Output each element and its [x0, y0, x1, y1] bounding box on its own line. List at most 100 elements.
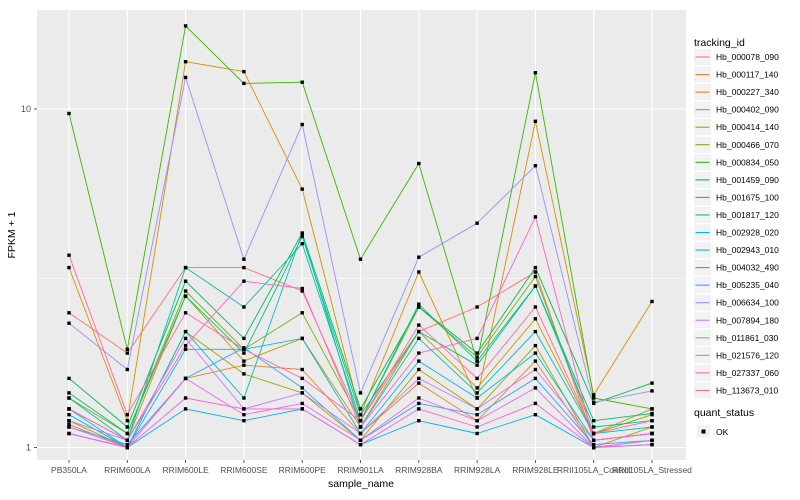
data-point [183, 407, 188, 411]
data-point [300, 391, 304, 395]
legend-label: Hb_011861_030 [716, 333, 779, 343]
legend-label: Hb_000402_090 [716, 105, 779, 115]
data-point [533, 270, 538, 274]
data-point [300, 336, 304, 341]
legend-label: Hb_001459_090 [716, 175, 779, 185]
legend: tracking_id Hb_000078_090 Hb_000117_140 Hb… [694, 37, 779, 438]
data-point [183, 279, 188, 283]
data-point [417, 351, 421, 355]
data-point [300, 407, 304, 411]
x-tick-label: RRIM600LE [162, 465, 209, 475]
data-point [533, 119, 538, 123]
data-point [358, 391, 363, 395]
data-point [650, 407, 654, 411]
data-point [592, 393, 596, 397]
data-point [358, 431, 363, 436]
legend-label: Hb_007894_180 [716, 315, 779, 325]
data-point [533, 376, 538, 381]
data-point [242, 279, 246, 283]
x-tick-label: RRIM928LE [512, 465, 559, 475]
data-point [183, 265, 188, 270]
data-point [67, 396, 71, 400]
data-point [300, 386, 304, 390]
data-point [650, 381, 654, 385]
data-point [300, 231, 304, 235]
data-point [533, 386, 538, 390]
data-point [358, 425, 363, 429]
data-point [183, 376, 188, 381]
data-point [183, 347, 188, 351]
data-point [417, 367, 421, 372]
data-point [417, 329, 421, 334]
data-point [533, 215, 538, 219]
axes: 10 1 PB350LA RRIM600LA RRIM600LE RRIM600SE RRI… [21, 104, 692, 475]
data-point [67, 422, 71, 427]
data-point [533, 305, 538, 309]
legend-title: tracking_id [694, 37, 745, 49]
data-point [242, 413, 246, 417]
x-tick-label: PB350LA [51, 465, 87, 475]
data-point [533, 359, 538, 363]
data-point [300, 187, 304, 191]
data-point [533, 351, 538, 355]
data-point [417, 381, 421, 385]
data-point [183, 343, 188, 348]
data-point [417, 323, 421, 327]
data-point [592, 400, 596, 404]
data-point [475, 355, 479, 359]
legend-label: Hb_006634_100 [716, 298, 779, 308]
data-point [475, 305, 479, 309]
data-point [242, 351, 246, 355]
data-point [475, 407, 479, 411]
data-point [183, 311, 188, 315]
data-point [475, 376, 479, 381]
legend-label: Hb_002928_020 [716, 228, 779, 238]
x-tick-label: RRIM928LA [454, 465, 501, 475]
data-point [417, 255, 421, 259]
data-point [650, 411, 654, 416]
data-point [125, 442, 129, 447]
data-point [67, 311, 71, 315]
data-point [242, 265, 246, 270]
data-point [475, 386, 479, 390]
legend-label: Hb_000117_140 [716, 70, 779, 80]
data-point [125, 351, 129, 355]
data-point [650, 431, 654, 436]
data-point [300, 376, 304, 381]
x-tick-label: RRIM600SE [220, 465, 268, 475]
data-point [242, 69, 246, 74]
data-point [300, 286, 304, 291]
x-tick-label: RRII105LA_Control [557, 465, 631, 475]
data-point [475, 396, 479, 400]
data-point [358, 257, 363, 261]
legend-label: Hb_001675_100 [716, 192, 779, 202]
data-point [242, 347, 246, 351]
legend-label: Hb_000078_090 [716, 52, 779, 62]
data-point [242, 359, 246, 363]
data-point [67, 321, 71, 325]
data-point [358, 438, 363, 442]
data-point [242, 81, 246, 86]
data-point [67, 253, 71, 257]
data-point [242, 372, 246, 376]
x-tick-label: RRIM928BA [395, 465, 443, 475]
quant-status-ok-marker-icon [701, 429, 706, 434]
data-point [475, 413, 479, 417]
data-point [592, 445, 596, 450]
data-point [183, 336, 188, 341]
data-point [475, 336, 479, 341]
data-point [358, 413, 363, 417]
data-point [125, 347, 129, 351]
data-point [125, 425, 129, 429]
data-point [67, 265, 71, 270]
data-point [650, 438, 654, 442]
data-point [533, 401, 538, 406]
legend-label: Hb_001817_120 [716, 210, 779, 220]
legend-label: Hb_000227_340 [716, 87, 779, 97]
data-point [533, 317, 538, 321]
data-point [417, 407, 421, 411]
x-tick-label: RRIM901LA [337, 465, 384, 475]
gridlines [37, 10, 686, 460]
data-point [533, 274, 538, 279]
